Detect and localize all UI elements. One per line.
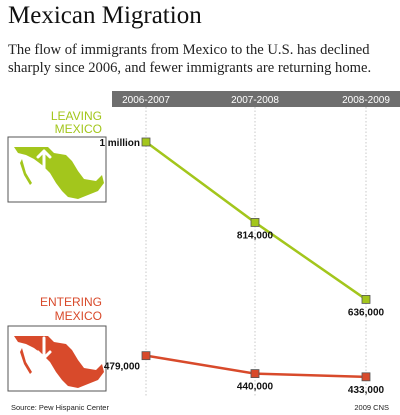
- series-1-point-3: [361, 295, 371, 304]
- credit-note: 2009 CNS: [354, 403, 389, 412]
- series-2-value-label-3: 433,000: [348, 385, 385, 396]
- mexico-map-arrow-down-icon: [7, 325, 107, 392]
- source-note: Source: Pew Hispanic Center: [11, 403, 109, 412]
- chart-subtitle: The flow of immigrants from Mexico to th…: [8, 42, 372, 76]
- series-1-value-label-3: 636,000: [348, 307, 385, 318]
- series-2-point-3: [361, 372, 371, 382]
- series-2-name-line-1: ENTERING: [40, 295, 102, 309]
- series-2-value-label-2: 440,000: [237, 382, 274, 393]
- category-label-2: 2007-2008: [231, 95, 279, 106]
- series-2-name-line-2: MEXICO: [55, 309, 102, 323]
- mexico-map-arrow-up-icon: [7, 136, 107, 203]
- series-1-name-line-1: LEAVING: [51, 109, 102, 123]
- category-label-1: 2006-2007: [122, 95, 170, 106]
- series-1-point-1: [141, 137, 151, 147]
- series-1-value-label-2: 814,000: [237, 230, 274, 241]
- series-2-value-label-1: 479,000: [104, 362, 141, 373]
- series-2-point-1: [141, 351, 151, 361]
- series-1-value-label-1: 1 million: [99, 138, 140, 149]
- category-header-bar: [112, 91, 400, 107]
- chart-title: Mexican Migration: [8, 2, 202, 29]
- series-1-point-2: [250, 218, 260, 227]
- category-label-3: 2008-2009: [342, 95, 390, 106]
- series-2-point-2: [250, 369, 260, 379]
- series-1-name-line-2: MEXICO: [55, 122, 102, 136]
